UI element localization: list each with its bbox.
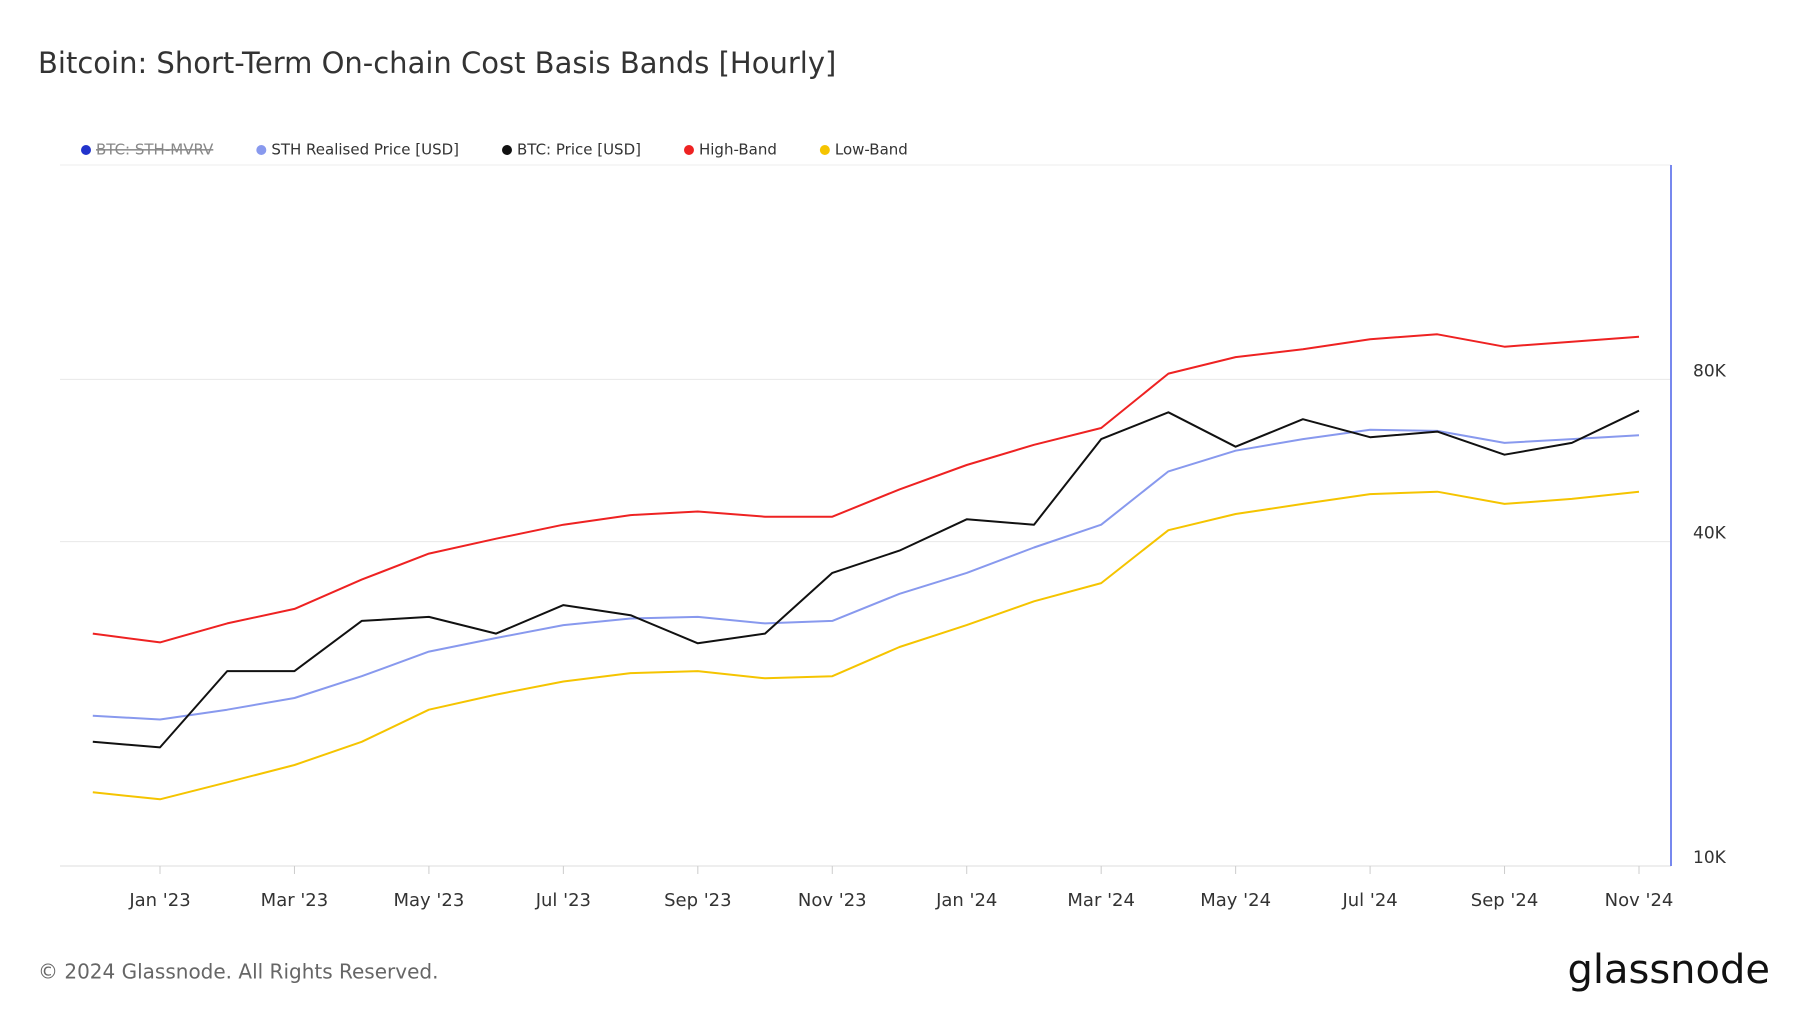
x-tick-label: May '24: [1200, 890, 1271, 911]
x-tick-label: Nov '23: [798, 890, 867, 911]
x-tick-label: Jan '23: [128, 890, 190, 911]
x-tick-label: Mar '24: [1067, 890, 1135, 911]
legend-label: High-Band: [699, 141, 777, 159]
legend-swatch: [502, 145, 512, 155]
x-tick-label: Jul '24: [1341, 890, 1397, 911]
legend-swatch: [256, 145, 267, 155]
y-tick-label: 10K: [1693, 848, 1727, 868]
legend-label: Low-Band: [835, 141, 908, 159]
y-tick-label: 80K: [1693, 361, 1727, 381]
legend-label: BTC: Price [USD]: [517, 141, 641, 159]
legend-label: BTC: STH-MVRV: [96, 141, 214, 159]
x-tick-label: Jan '24: [935, 890, 997, 911]
series-line: [92, 428, 1640, 721]
x-tick-label: Sep '24: [1471, 890, 1539, 911]
footer: © 2024 Glassnode. All Rights Reserved.: [38, 960, 438, 984]
x-tick-label: May '23: [394, 890, 465, 911]
series-line: [92, 490, 1640, 801]
x-tick-label: Nov '24: [1605, 890, 1674, 911]
legend-swatch: [683, 145, 694, 155]
legend-swatch: [81, 145, 91, 155]
chart-title: Bitcoin: Short-Term On-chain Cost Basis …: [38, 46, 836, 80]
series-line: [92, 409, 1640, 749]
legend-label: STH Realised Price [USD]: [271, 141, 459, 159]
series-line: [92, 333, 1640, 644]
x-tick-label: Sep '23: [664, 890, 732, 911]
y-tick-label: 40K: [1693, 524, 1727, 544]
legend-swatch: [819, 145, 830, 155]
x-tick-label: Mar '23: [261, 890, 329, 911]
brand-logo: glassnode: [1567, 947, 1770, 993]
x-tick-label: Jul '23: [535, 890, 591, 911]
